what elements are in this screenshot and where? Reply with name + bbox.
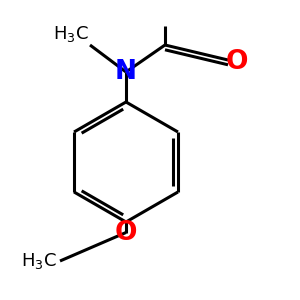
- Text: $\mathsf{H_3C}$: $\mathsf{H_3C}$: [53, 23, 88, 44]
- Text: O: O: [226, 50, 248, 75]
- Text: $\mathsf{H_3C}$: $\mathsf{H_3C}$: [21, 251, 57, 271]
- Text: N: N: [115, 59, 137, 85]
- Text: O: O: [115, 220, 137, 245]
